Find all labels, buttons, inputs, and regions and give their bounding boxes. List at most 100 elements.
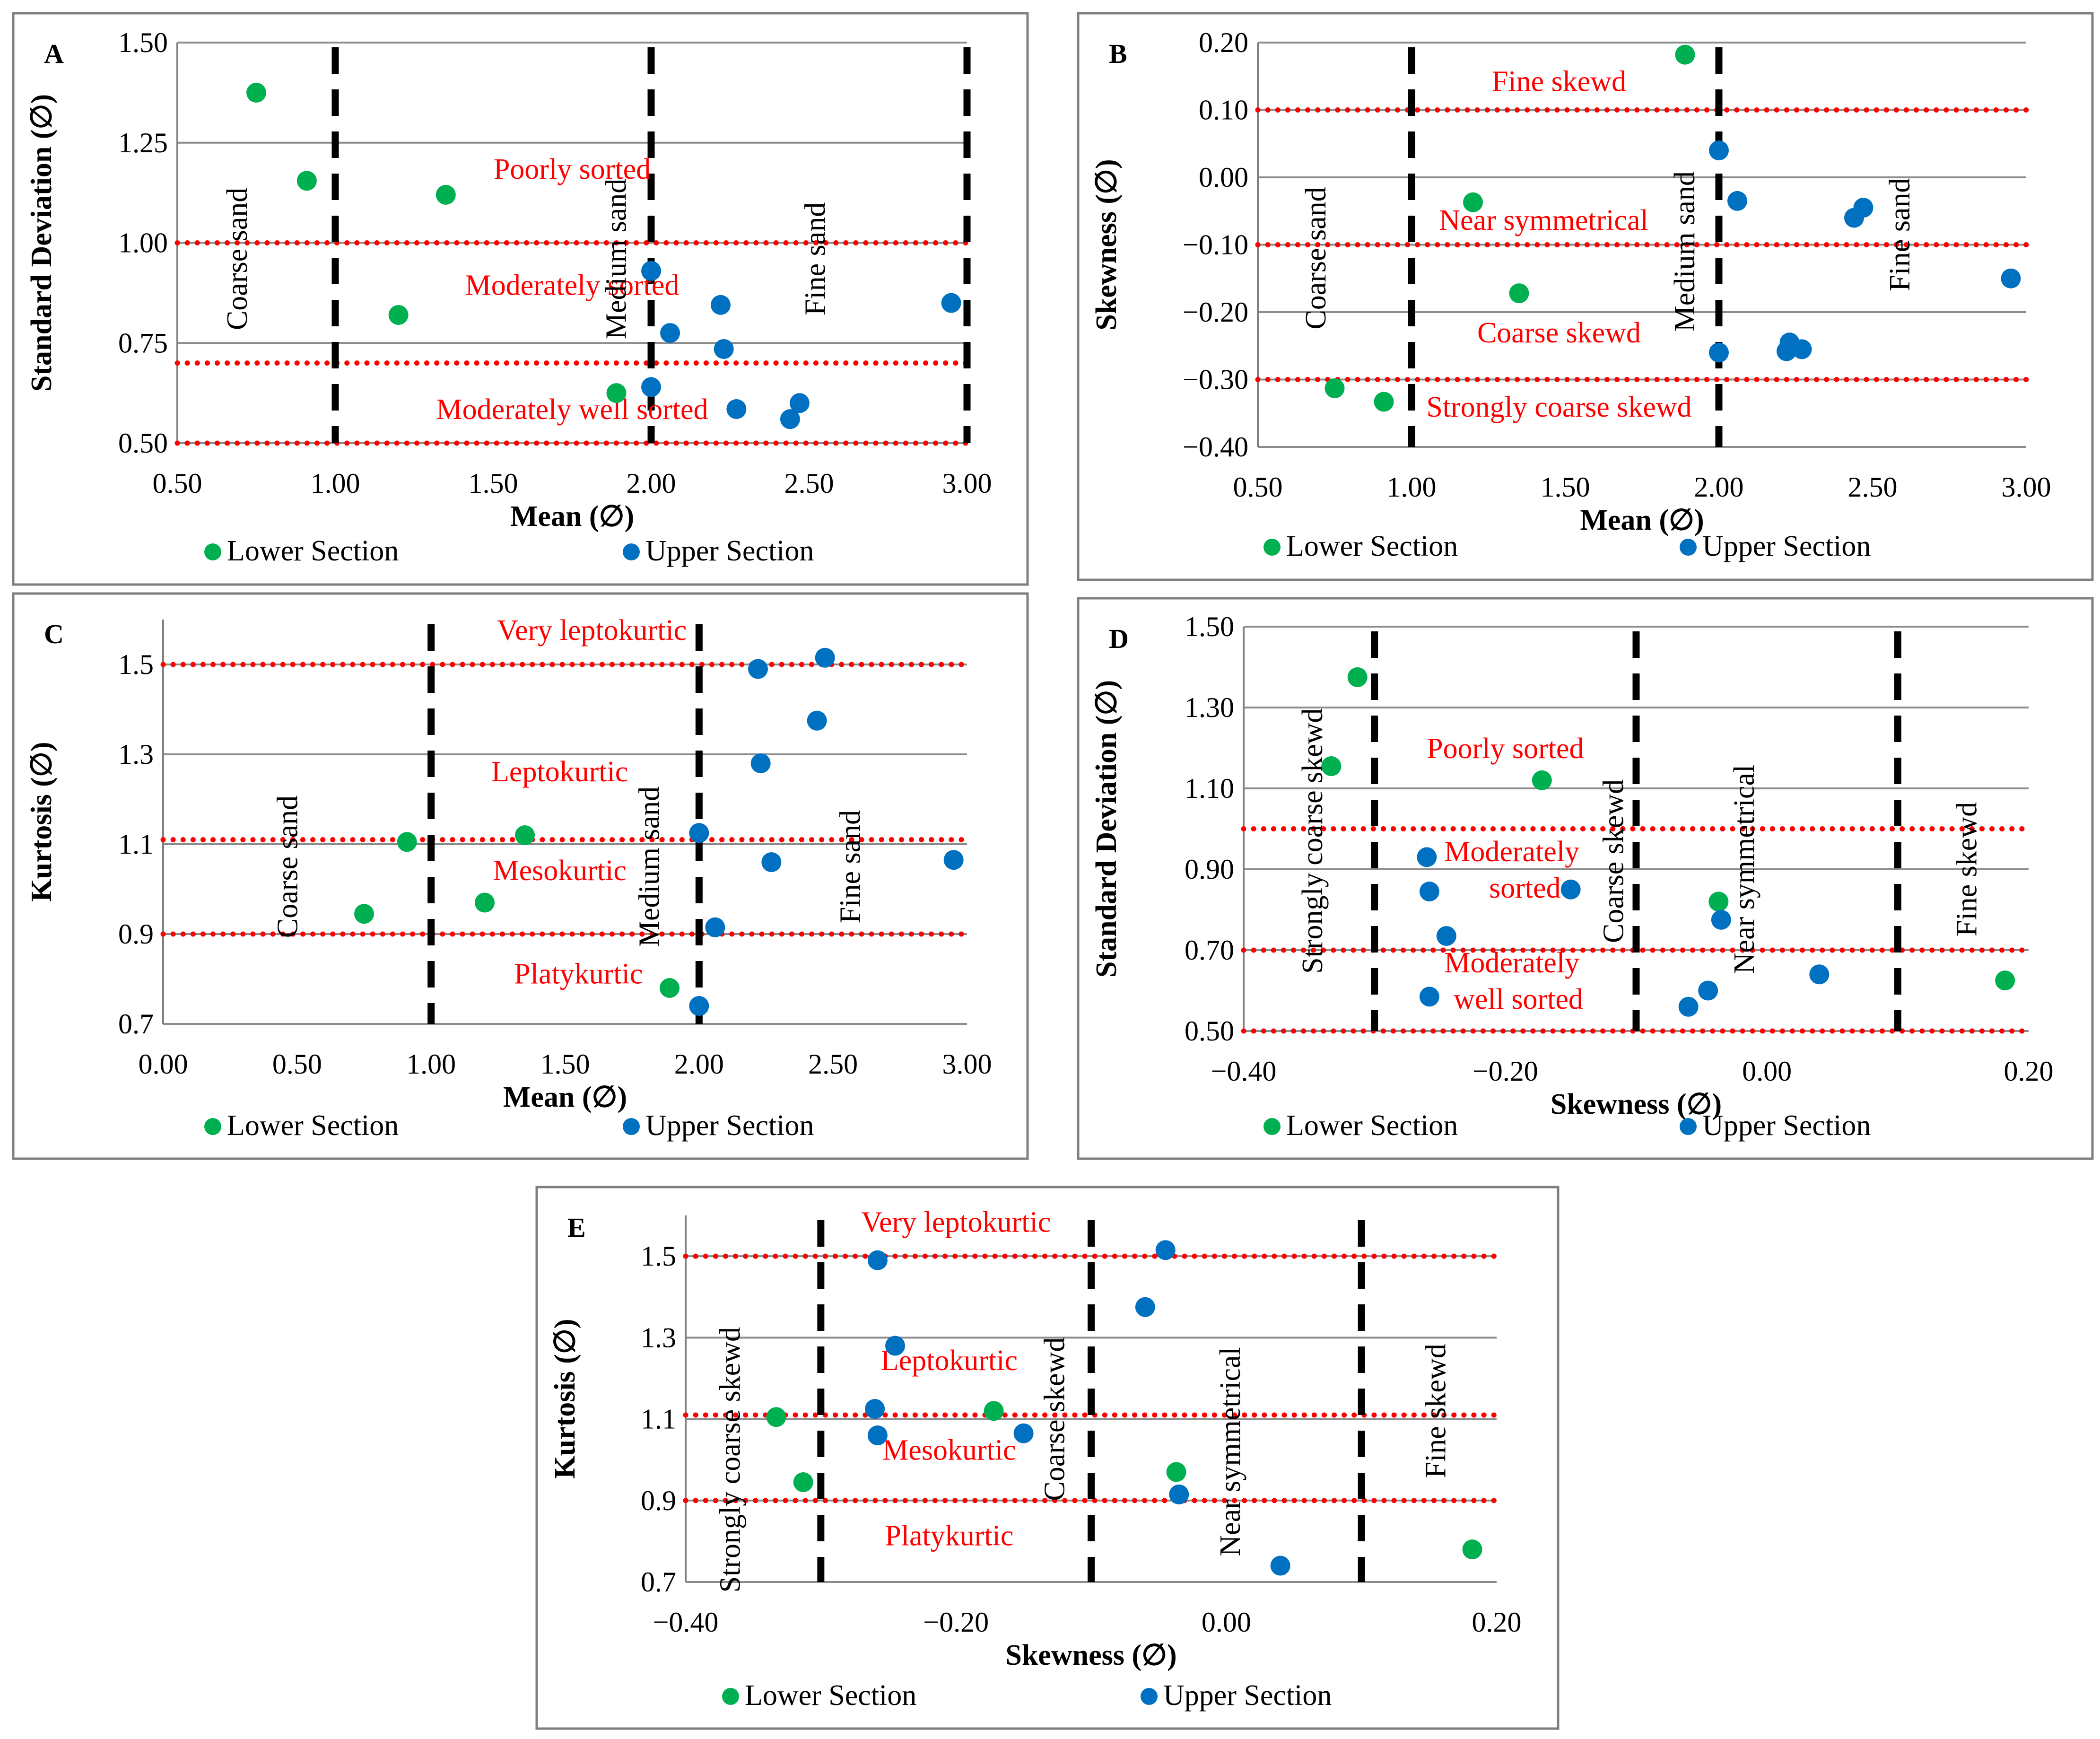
upper-section-point (1013, 1423, 1034, 1443)
panel-letter: A (44, 38, 64, 69)
y-tick-label: 0.10 (1199, 95, 1248, 126)
panel-letter: D (1109, 623, 1129, 654)
lower-section-point (515, 825, 535, 845)
zone-label: Coarse skewd (1597, 779, 1629, 943)
chart-panel-a: 0.50 0.75 1.00 1.25 1.50 0.50 1.00 1.50 2.00 2.50… (12, 12, 1029, 586)
zone-label: Strongly coarse skewd (714, 1327, 746, 1592)
panel-frame (12, 592, 1029, 1160)
upper-section-point (1809, 964, 1830, 985)
lower-section-point (1462, 1539, 1482, 1560)
upper-section-point (1698, 980, 1718, 1001)
lower-section-point (766, 1407, 786, 1427)
y-tick-label: 1.00 (118, 227, 168, 259)
upper-section-point (689, 823, 709, 843)
lower-section-point (296, 171, 317, 191)
class-label: Platykurtic (514, 958, 643, 990)
x-axis-title: Mean (∅) (1580, 504, 1704, 536)
chart-panel-b: −0.40 −0.30 −0.20 −0.10 0.00 0.10 0.20 0.50 1.00… (1077, 12, 2094, 581)
legend-marker-upper (623, 1118, 640, 1135)
upper-section-point (710, 295, 731, 315)
y-tick-label: 0.75 (118, 327, 168, 358)
x-tick-label: 0.00 (1202, 1607, 1251, 1638)
upper-section-point (660, 323, 680, 343)
x-tick-label: −0.20 (1473, 1056, 1538, 1087)
y-tick-label: 0.00 (1199, 162, 1248, 193)
class-label: Very leptokurtic (861, 1206, 1051, 1238)
zone-label: Fine sand (1884, 178, 1916, 291)
legend-marker-lower (1263, 539, 1281, 556)
y-tick-label: 0.20 (1199, 27, 1248, 58)
y-tick-label: 1.1 (641, 1404, 676, 1435)
upper-section-point (865, 1399, 885, 1419)
legend-label-upper: Upper Section (1163, 1679, 1332, 1712)
lower-section-point (1324, 378, 1345, 399)
y-tick-label: −0.30 (1183, 364, 1248, 395)
legend-label-upper: Upper Section (645, 535, 814, 567)
y-tick-label: 0.7 (641, 1566, 676, 1598)
lower-section-point (388, 305, 409, 325)
x-tick-label: 3.00 (942, 468, 992, 499)
y-tick-label: 0.9 (118, 918, 154, 950)
y-tick-label: 0.50 (1185, 1015, 1234, 1047)
class-label: well sorted (1454, 983, 1583, 1015)
lower-section-point (1347, 667, 1368, 687)
upper-section-point (2001, 268, 2021, 288)
upper-section-point (1169, 1484, 1189, 1504)
x-tick-label: 0.20 (1472, 1607, 1522, 1638)
y-tick-label: 1.50 (118, 27, 168, 58)
lower-section-point (1166, 1462, 1186, 1482)
legend-label-upper: Upper Section (645, 1110, 814, 1142)
chart-panel-d: 0.50 0.70 0.90 1.10 1.30 1.50 −0.40 −0.20 0.00 0.… (1077, 597, 2094, 1160)
zone-label: Medium sand (633, 786, 665, 947)
zone-label: Coarse sand (1300, 187, 1332, 329)
upper-section-point (1419, 882, 1439, 902)
x-tick-label: 0.00 (1742, 1056, 1792, 1087)
upper-section-point (750, 753, 771, 773)
y-tick-label: 0.70 (1185, 935, 1234, 966)
y-tick-label: 1.25 (118, 127, 168, 158)
class-label: Fine skewd (1492, 66, 1626, 98)
y-tick-label: 1.5 (118, 649, 154, 680)
x-tick-label: 2.00 (1694, 472, 1744, 503)
upper-section-point (943, 850, 964, 870)
y-tick-label: 1.3 (118, 739, 154, 770)
class-label: sorted (1489, 872, 1561, 904)
x-tick-label: 3.00 (942, 1049, 992, 1080)
upper-section-point (748, 659, 768, 679)
class-label: Platykurtic (885, 1520, 1013, 1552)
class-label: Poorly sorted (1427, 733, 1584, 765)
upper-section-point (761, 852, 782, 872)
y-tick-label: −0.40 (1183, 431, 1248, 463)
upper-section-point (1436, 926, 1456, 946)
upper-section-point (941, 293, 961, 313)
panel-letter: B (1109, 38, 1127, 69)
lower-section-point (397, 832, 417, 852)
legend-marker-upper (623, 543, 640, 560)
legend-label-lower: Lower Section (745, 1679, 916, 1712)
upper-section-point (1560, 879, 1581, 900)
x-axis-title: Skewness (∅) (1005, 1639, 1176, 1671)
y-tick-label: 1.30 (1185, 692, 1234, 723)
zone-label: Strongly coarse skewd (1297, 708, 1329, 973)
y-axis-title: Skewness (∅) (1090, 159, 1123, 330)
class-label: Moderately (1444, 947, 1579, 979)
lower-section-point (1321, 756, 1342, 776)
x-tick-label: −0.20 (923, 1607, 989, 1638)
upper-section-point (885, 1336, 906, 1356)
legend-marker-upper (1680, 1118, 1697, 1135)
class-label: Very leptokurtic (497, 614, 687, 647)
y-tick-label: 0.9 (641, 1485, 676, 1516)
x-tick-label: 1.00 (311, 468, 360, 499)
panel-frame (1077, 12, 2094, 581)
upper-section-point (867, 1425, 888, 1445)
y-axis-title: Standard Deviation (∅) (26, 94, 58, 392)
legend-marker-lower (204, 1118, 221, 1135)
upper-section-point (867, 1250, 888, 1270)
class-label: Moderately well sorted (436, 393, 708, 426)
upper-section-point (1709, 140, 1729, 160)
upper-section-point (780, 409, 800, 429)
upper-section-point (1792, 339, 1812, 359)
x-tick-label: 0.50 (272, 1049, 322, 1080)
x-tick-label: 1.50 (540, 1049, 590, 1080)
